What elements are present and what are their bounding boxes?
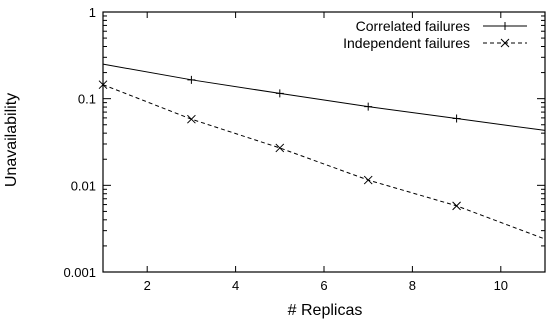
series-line-correlated [102, 63, 546, 131]
series-line-independent [102, 84, 546, 240]
data-point-independent [275, 143, 285, 153]
data-point-correlated [275, 89, 284, 98]
y-tick-label: 0.01 [71, 178, 96, 193]
y-tick-label: 0.001 [63, 265, 96, 280]
x-tick-label: 4 [232, 278, 239, 293]
y-tick-label: 1 [89, 5, 96, 20]
data-point-independent [187, 114, 196, 124]
x-tick-label: 6 [320, 278, 327, 293]
x-tick-label: 8 [409, 278, 416, 293]
data-point-correlated [452, 114, 461, 123]
y-tick-label: 0.1 [78, 92, 96, 107]
plot-frame [102, 11, 546, 273]
y-axis-label: Unavailability [3, 93, 20, 187]
legend-sample-marker [501, 22, 509, 30]
data-point-independent [363, 175, 373, 185]
plot-layer: 2 4 6 8 10 0.001 0.01 0.1 1 Correlated failuresIn… [63, 5, 546, 293]
legend-label: Correlated failures [356, 18, 470, 34]
x-tick-label: 2 [144, 278, 151, 293]
legend-sample-marker [500, 38, 510, 48]
data-point-independent [98, 80, 108, 90]
x-axis-label: # Replicas [288, 302, 363, 319]
data-point-correlated [364, 102, 373, 111]
legend-label: Independent failures [343, 35, 470, 51]
data-point-independent [452, 201, 461, 211]
data-point-correlated [187, 75, 196, 84]
x-tick-label: 10 [494, 278, 508, 293]
